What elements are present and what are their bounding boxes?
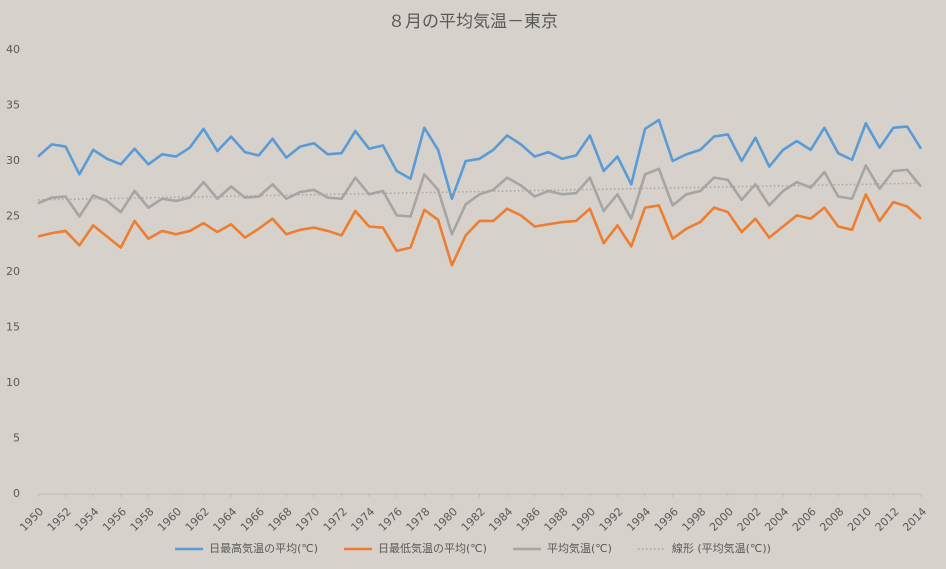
y-tick-label: 30 xyxy=(6,154,20,167)
legend-label: 日最低気温の平均(℃) xyxy=(378,541,487,555)
y-tick-label: 10 xyxy=(6,376,20,389)
y-tick-label: 25 xyxy=(6,210,20,223)
legend-label: 平均気温(℃) xyxy=(547,541,612,555)
y-tick-label: 40 xyxy=(6,43,20,56)
legend-label: 日最高気温の平均(℃) xyxy=(209,541,318,555)
legend: 日最高気温の平均(℃) 日最低気温の平均(℃) 平均気温(℃) 線形 (平均気温(℃)… xyxy=(175,541,771,555)
y-tick-label: 5 xyxy=(13,432,20,445)
y-tick-label: 15 xyxy=(6,321,20,334)
series-line xyxy=(37,164,923,236)
legend-label: 線形 (平均気温(℃)) xyxy=(672,541,771,555)
y-tick-label: 35 xyxy=(6,99,20,112)
series-line xyxy=(37,118,923,201)
y-tick-label: 0 xyxy=(13,487,20,500)
series-line xyxy=(37,193,922,267)
chart-title: ８月の平均気温－東京 xyxy=(388,12,558,32)
y-tick-label: 20 xyxy=(6,265,20,278)
